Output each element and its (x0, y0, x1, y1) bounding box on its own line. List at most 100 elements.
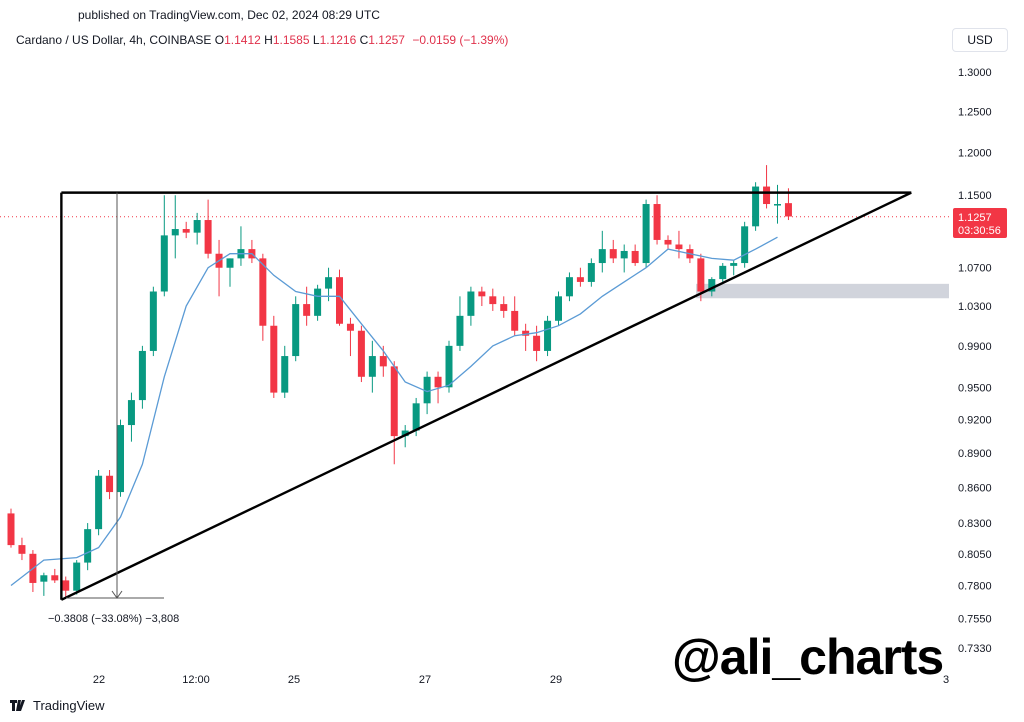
published-note: published on TradingView.com, Dec 02, 20… (78, 8, 380, 22)
candle-body (587, 263, 595, 282)
candle-body (434, 376, 442, 388)
candle-body (368, 356, 376, 377)
candle-body (708, 279, 716, 292)
time-tick-label: 29 (550, 674, 562, 686)
candle-body (719, 265, 727, 280)
candle-body (456, 315, 464, 346)
candle-body (565, 277, 573, 297)
price-tick-label: 0.9200 (958, 415, 992, 427)
price-axis[interactable]: 1.3000 1.2500 1.2000 1.1500 1.0700 1.0300 0.99… (958, 67, 992, 655)
candle-body (117, 425, 124, 493)
candle-body (445, 345, 453, 388)
candle-body (489, 296, 497, 305)
candle-body (697, 258, 705, 292)
candle-body (106, 475, 114, 493)
candle-body (478, 291, 486, 297)
candle-body (314, 288, 322, 316)
candle-body (127, 400, 135, 426)
support-zone (696, 283, 949, 299)
price-tag-countdown: 03:30:56 (958, 225, 1001, 237)
price-tag-price: 1.1257 (958, 212, 992, 224)
candle-body (40, 575, 48, 582)
candle-body (18, 545, 26, 554)
price-tag-bg (953, 208, 1007, 238)
candle-body (281, 356, 289, 393)
measure-arrow-icon (111, 590, 123, 599)
high-value: 1.1585 (272, 33, 310, 47)
time-tick-label: 3 (943, 674, 949, 686)
candle-body (7, 513, 15, 546)
candle-body (390, 366, 398, 437)
candle-body (533, 335, 541, 351)
ascending-triangle (60, 191, 912, 601)
candle-body (412, 403, 420, 431)
candle-body (325, 277, 333, 289)
symbol-title[interactable]: Cardano / US Dollar, 4h, COINBASE (16, 33, 212, 47)
price-tick-label: 1.0300 (958, 301, 992, 313)
time-axis[interactable]: 22 12:00 25 27 29 3 (93, 674, 949, 686)
tradingview-logo[interactable]: TradingView (10, 698, 105, 713)
price-tick-label: 1.1500 (958, 190, 992, 202)
close-value: 1.1257 (368, 33, 405, 47)
candle-body (675, 244, 683, 250)
candles (7, 165, 792, 599)
tradingview-logo-icon (10, 700, 25, 711)
candle-body (642, 204, 650, 264)
candle-body (576, 277, 584, 282)
candle-body (193, 220, 201, 233)
candle-body (336, 277, 343, 324)
candle-body (752, 186, 760, 227)
price-tick-label: 1.3000 (958, 67, 992, 79)
candle-body (544, 320, 552, 351)
candle-body (730, 263, 738, 266)
price-tick-label: 0.8600 (958, 482, 992, 494)
low-value: 1.1216 (319, 33, 357, 47)
support-zone-box (696, 283, 949, 299)
price-tick-label: 1.2500 (958, 106, 992, 118)
candle-body (620, 250, 628, 259)
candle-body (741, 226, 749, 264)
candle-body (467, 291, 475, 316)
candle-body (303, 304, 311, 316)
candle-body (226, 258, 234, 268)
candle-body (631, 250, 639, 264)
open-value: 1.1412 (224, 33, 261, 47)
candle-body (774, 204, 781, 206)
candle-body (270, 325, 278, 393)
moving-average-line (10, 236, 778, 587)
candle-body (664, 239, 672, 245)
time-tick-label: 25 (288, 674, 300, 686)
candle-body (653, 204, 661, 240)
author-watermark: @ali_charts (672, 629, 944, 685)
candle-body (763, 186, 771, 205)
time-tick-label: 22 (93, 674, 105, 686)
candle-body (62, 580, 70, 591)
candle-body (522, 330, 530, 336)
price-tick-label: 0.7800 (958, 581, 992, 593)
price-tag: 1.1257 03:30:56 (953, 208, 1007, 238)
candle-body (84, 529, 92, 563)
candle-body (259, 258, 267, 326)
moving-average (10, 236, 778, 587)
price-tick-label: 1.0700 (958, 263, 992, 275)
candle-body (292, 304, 300, 357)
candle-body (138, 350, 146, 401)
candle-body (204, 220, 212, 254)
price-tick-label: 0.8900 (958, 448, 992, 460)
high-label: H (264, 33, 273, 47)
close-label: C (359, 33, 369, 47)
low-label: L (312, 33, 320, 47)
currency-button[interactable]: USD (952, 28, 1008, 52)
candle-body (171, 229, 179, 236)
price-tick-label: 1.2000 (958, 147, 992, 159)
candle-body (357, 330, 365, 377)
tradingview-logo-text: TradingView (33, 698, 105, 713)
time-tick-label: 12:00 (182, 674, 210, 686)
triangle-support-line (60, 191, 912, 601)
candle-body (149, 291, 157, 351)
candle-body (51, 575, 59, 581)
candle-body (160, 235, 168, 292)
candle-body (511, 310, 519, 331)
candle-body (555, 296, 562, 321)
